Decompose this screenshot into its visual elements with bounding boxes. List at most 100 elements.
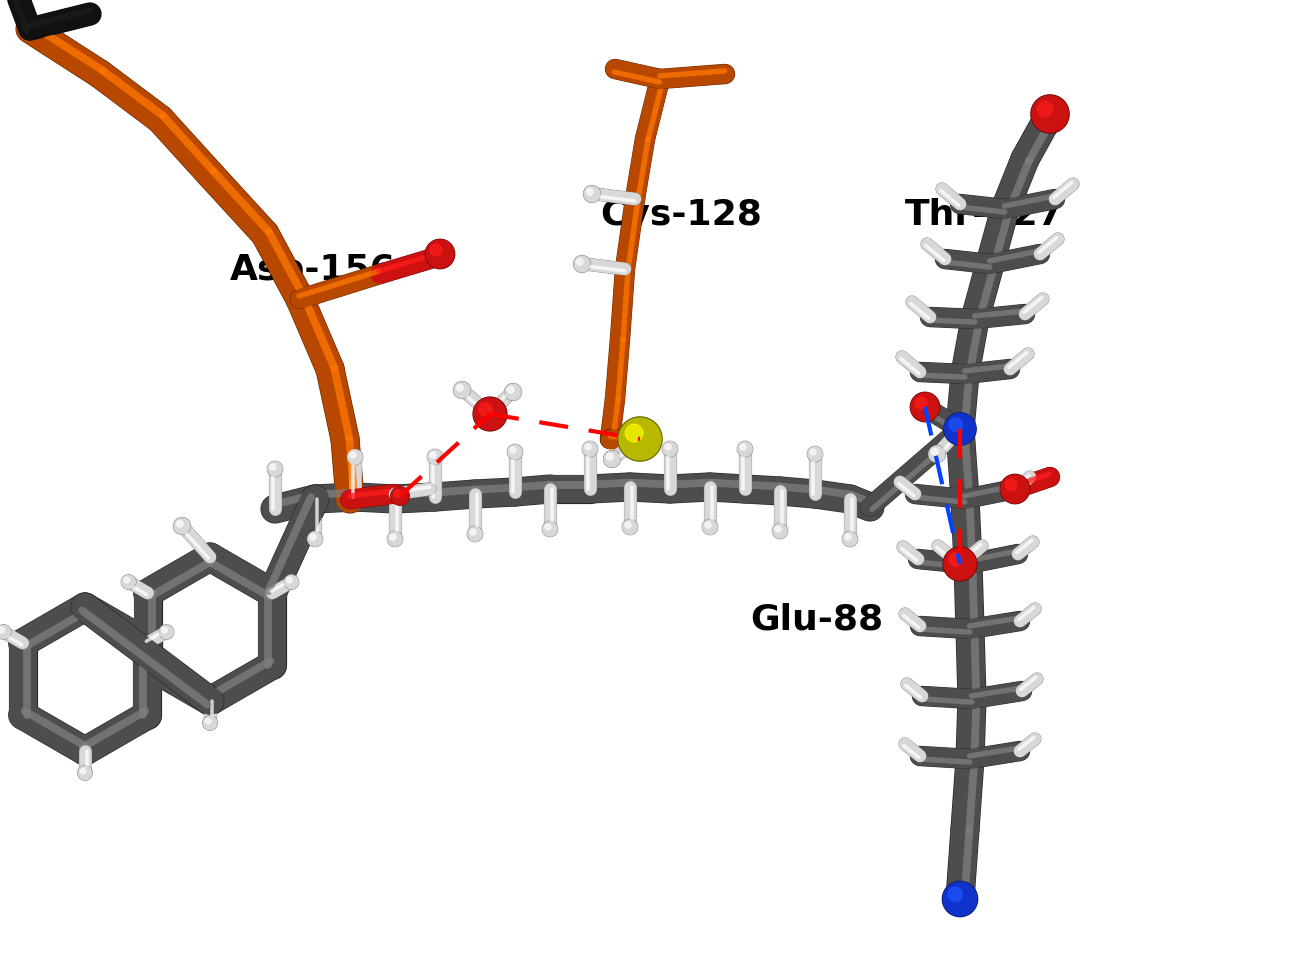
Circle shape bbox=[703, 520, 717, 535]
Circle shape bbox=[738, 442, 753, 457]
Circle shape bbox=[387, 532, 403, 547]
Circle shape bbox=[504, 384, 521, 401]
Circle shape bbox=[479, 403, 492, 417]
Circle shape bbox=[122, 575, 136, 590]
Circle shape bbox=[542, 522, 558, 537]
Circle shape bbox=[928, 446, 945, 463]
Text: Glu-88: Glu-88 bbox=[750, 602, 884, 637]
Circle shape bbox=[511, 448, 516, 454]
Circle shape bbox=[429, 453, 436, 459]
Circle shape bbox=[810, 450, 816, 456]
Circle shape bbox=[508, 445, 522, 460]
Circle shape bbox=[740, 445, 746, 451]
Circle shape bbox=[457, 385, 463, 392]
Circle shape bbox=[473, 398, 507, 431]
Circle shape bbox=[391, 488, 408, 506]
Circle shape bbox=[428, 450, 442, 465]
Circle shape bbox=[843, 532, 857, 547]
Circle shape bbox=[203, 717, 217, 730]
Circle shape bbox=[911, 393, 939, 422]
Circle shape bbox=[772, 524, 787, 539]
Circle shape bbox=[942, 881, 978, 916]
Circle shape bbox=[268, 463, 283, 476]
Circle shape bbox=[662, 442, 677, 457]
Circle shape bbox=[910, 393, 940, 422]
Circle shape bbox=[348, 450, 363, 465]
Circle shape bbox=[1001, 475, 1029, 504]
Circle shape bbox=[284, 576, 298, 589]
Circle shape bbox=[846, 534, 851, 541]
Circle shape bbox=[1031, 97, 1068, 133]
Circle shape bbox=[703, 520, 717, 535]
Circle shape bbox=[508, 387, 514, 394]
Circle shape bbox=[583, 442, 598, 457]
Circle shape bbox=[122, 576, 135, 589]
Circle shape bbox=[394, 490, 402, 498]
Circle shape bbox=[808, 447, 822, 462]
Circle shape bbox=[1000, 474, 1030, 505]
Circle shape bbox=[942, 548, 977, 581]
Circle shape bbox=[606, 454, 613, 461]
Circle shape bbox=[161, 628, 168, 634]
Circle shape bbox=[160, 626, 173, 640]
Circle shape bbox=[619, 419, 661, 461]
Circle shape bbox=[425, 241, 454, 269]
Circle shape bbox=[425, 240, 454, 269]
Circle shape bbox=[350, 453, 356, 459]
Circle shape bbox=[1031, 96, 1069, 134]
Circle shape bbox=[706, 522, 711, 528]
Circle shape bbox=[623, 520, 637, 535]
Circle shape bbox=[915, 398, 927, 410]
Circle shape bbox=[467, 527, 482, 542]
Circle shape bbox=[545, 524, 551, 530]
Circle shape bbox=[391, 487, 410, 506]
Circle shape bbox=[623, 520, 637, 535]
Circle shape bbox=[573, 256, 590, 273]
Circle shape bbox=[944, 414, 977, 446]
Circle shape bbox=[124, 578, 130, 583]
Circle shape bbox=[474, 398, 507, 430]
Circle shape bbox=[454, 382, 470, 399]
Circle shape bbox=[949, 419, 962, 431]
Circle shape bbox=[308, 532, 322, 547]
Circle shape bbox=[772, 524, 788, 539]
Circle shape bbox=[737, 442, 753, 457]
Circle shape bbox=[843, 532, 857, 547]
Circle shape bbox=[944, 882, 977, 915]
Circle shape bbox=[0, 625, 10, 640]
Circle shape bbox=[543, 522, 558, 537]
Text: Asp-156: Asp-156 bbox=[230, 252, 395, 287]
Circle shape bbox=[80, 769, 86, 775]
Text: Cys-128: Cys-128 bbox=[600, 198, 762, 232]
Circle shape bbox=[310, 534, 315, 541]
Circle shape bbox=[665, 445, 672, 451]
Circle shape bbox=[387, 532, 402, 547]
Circle shape bbox=[626, 424, 643, 442]
Text: Thr-127: Thr-127 bbox=[905, 198, 1064, 232]
Circle shape bbox=[287, 578, 292, 583]
Circle shape bbox=[0, 626, 10, 640]
Circle shape bbox=[77, 766, 92, 780]
Circle shape bbox=[584, 187, 601, 203]
Circle shape bbox=[508, 445, 522, 460]
Circle shape bbox=[945, 414, 975, 445]
Circle shape bbox=[584, 187, 600, 202]
Circle shape bbox=[618, 418, 662, 462]
Circle shape bbox=[775, 526, 781, 532]
Circle shape bbox=[944, 549, 977, 581]
Circle shape bbox=[624, 522, 631, 528]
Circle shape bbox=[583, 442, 597, 457]
Circle shape bbox=[308, 532, 322, 547]
Circle shape bbox=[428, 450, 442, 466]
Circle shape bbox=[160, 625, 174, 640]
Circle shape bbox=[948, 887, 962, 902]
Circle shape bbox=[505, 384, 521, 401]
Circle shape bbox=[390, 534, 397, 541]
Circle shape bbox=[347, 450, 363, 466]
Circle shape bbox=[284, 575, 298, 590]
Circle shape bbox=[586, 189, 593, 196]
Circle shape bbox=[929, 447, 945, 463]
Circle shape bbox=[576, 259, 583, 266]
Circle shape bbox=[932, 449, 939, 456]
Circle shape bbox=[1037, 102, 1052, 117]
